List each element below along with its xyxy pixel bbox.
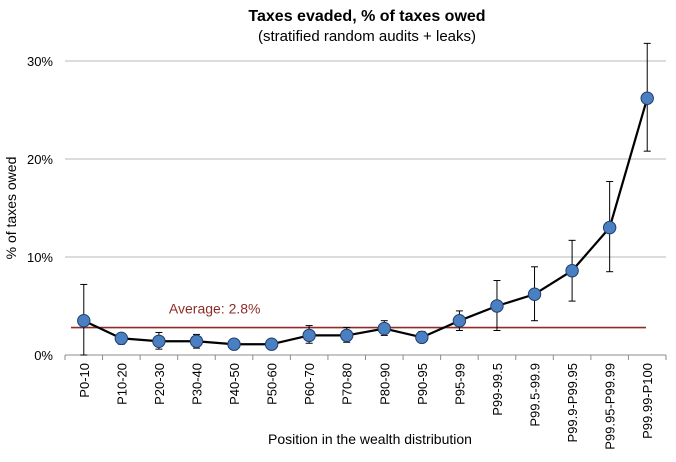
data-point xyxy=(340,328,354,343)
data-points xyxy=(77,91,654,351)
average-line-group: Average: 2.8% xyxy=(71,301,646,329)
grid xyxy=(64,60,667,360)
data-point xyxy=(302,328,316,343)
y-tick-label: 10% xyxy=(27,250,53,265)
data-point xyxy=(114,331,129,346)
data-point xyxy=(264,337,279,351)
x-tick-label: P30-40 xyxy=(189,363,204,405)
y-tick-label: 20% xyxy=(27,152,53,167)
chart-subtitle: (stratified random audits + leaks) xyxy=(258,28,476,45)
y-tick-label: 30% xyxy=(27,54,53,69)
data-point xyxy=(527,287,542,301)
x-tick-label: P40-50 xyxy=(227,363,242,405)
x-tick-labels: P0-10 P10-20 P20-30 P30-40 P40-50 P50-60 P60-7… xyxy=(77,363,655,450)
x-tick-label: P0-10 xyxy=(77,363,92,398)
average-label: Average: 2.8% xyxy=(169,301,261,317)
x-tick-label: P20-30 xyxy=(152,363,167,405)
data-point xyxy=(602,220,617,235)
x-tick-label: P99.5-99.9 xyxy=(528,363,543,427)
data-point xyxy=(77,314,91,328)
x-tick-label: P80-90 xyxy=(377,363,392,405)
x-tick-label: P70-80 xyxy=(340,363,355,405)
x-tick-label: P90-95 xyxy=(415,363,430,405)
data-point xyxy=(377,321,391,336)
data-point xyxy=(152,334,166,348)
x-tick-label: P10-20 xyxy=(114,363,129,405)
series-line-group xyxy=(83,97,649,346)
data-point xyxy=(565,264,579,278)
x-tick-label: P99.9-P99.95 xyxy=(565,363,580,443)
x-axis-label: Position in the wealth distribution xyxy=(268,431,472,447)
x-tick-label: P60-70 xyxy=(302,363,317,405)
data-point xyxy=(227,337,241,351)
x-tick-label: P50-60 xyxy=(265,363,280,405)
y-tick-labels: 0% 10% 20% 30% xyxy=(27,54,53,363)
x-tick-label: P99.99-P100 xyxy=(640,363,655,439)
data-point xyxy=(189,334,204,348)
x-tick-label: P99.95-P99.99 xyxy=(603,363,618,450)
chart-title: Taxes evaded, % of taxes owed xyxy=(248,8,485,25)
x-tick-label: P99-99.5 xyxy=(490,363,505,416)
y-tick-label: 0% xyxy=(34,348,53,363)
data-point xyxy=(490,299,504,313)
data-point xyxy=(640,91,654,105)
y-axis-label: % of taxes owed xyxy=(3,157,19,260)
data-point xyxy=(452,314,467,328)
error-bars xyxy=(80,42,651,356)
x-tick-label: P95-99 xyxy=(452,363,467,405)
data-point xyxy=(415,330,429,345)
series-line xyxy=(83,97,649,346)
